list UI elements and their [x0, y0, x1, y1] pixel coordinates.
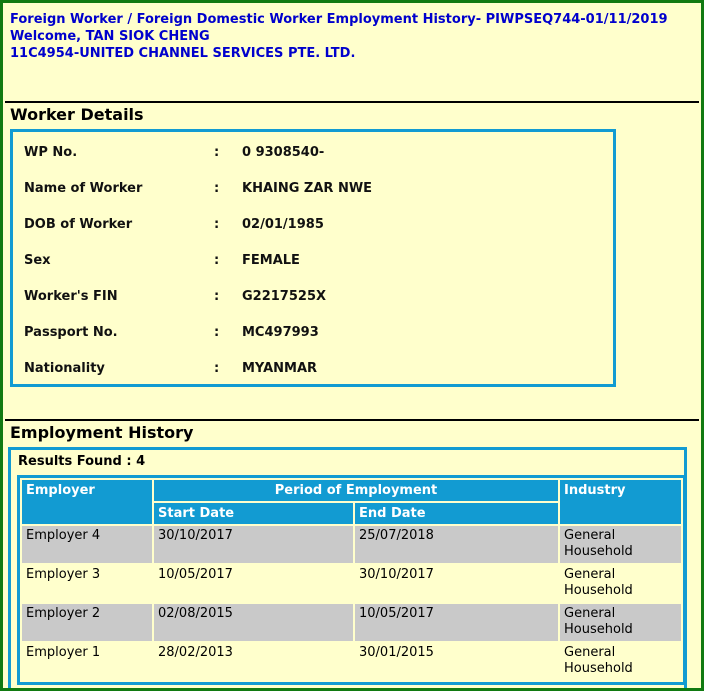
field-value: 0 9308540- [242, 145, 325, 160]
field-separator: : [214, 253, 220, 268]
field-label: Worker's FIN [24, 289, 118, 304]
cell-end-date: 10/05/2017 [355, 604, 559, 641]
field-value: FEMALE [242, 253, 300, 268]
cell-start-date: 30/10/2017 [154, 526, 353, 563]
table-row: Employer 1 28/02/2013 30/01/2015 General… [22, 643, 682, 680]
cell-employer: Employer 3 [22, 565, 152, 602]
cell-end-date: 30/01/2015 [355, 643, 559, 680]
welcome-header: Foreign Worker / Foreign Domestic Worker… [3, 3, 701, 62]
field-value: G2217525X [242, 289, 327, 304]
cell-end-date: 25/07/2018 [355, 526, 559, 563]
cell-industry: General Household [560, 604, 682, 641]
field-separator: : [214, 181, 220, 196]
section-divider [5, 419, 699, 421]
field-fin: Worker's FIN : G2217525X [24, 289, 613, 305]
section-divider [5, 101, 699, 103]
field-label: Name of Worker [24, 181, 143, 196]
field-label: DOB of Worker [24, 217, 133, 232]
welcome-text: Welcome, TAN SIOK CHENG [10, 29, 210, 44]
company-text: 11C4954-UNITED CHANNEL SERVICES PTE. LTD… [10, 46, 356, 61]
cell-employer: Employer 2 [22, 604, 152, 641]
worker-details-panel: WP No. : 0 9308540- Name of Worker : KHA… [10, 129, 616, 387]
field-value: MYANMAR [242, 361, 318, 376]
column-header-period: Period of Employment [154, 480, 559, 501]
field-label: WP No. [24, 145, 78, 160]
employment-history-table: Employer Period of Employment Industry S… [17, 475, 687, 685]
page-title: Foreign Worker / Foreign Domestic Worker… [10, 12, 668, 27]
column-header-end-date: End Date [355, 503, 559, 524]
field-value: KHAING ZAR NWE [242, 181, 373, 196]
field-separator: : [214, 145, 220, 160]
field-sex: Sex : FEMALE [24, 253, 613, 269]
table-subheader-row: Start Date End Date [22, 503, 681, 524]
field-separator: : [214, 289, 220, 304]
cell-employer: Employer 1 [22, 643, 152, 680]
field-label: Sex [24, 253, 51, 268]
worker-details-heading: Worker Details [10, 105, 144, 124]
field-separator: : [214, 361, 220, 376]
field-passport: Passport No. : MC497993 [24, 325, 613, 341]
field-dob: DOB of Worker : 02/01/1985 [24, 217, 613, 233]
cell-start-date: 28/02/2013 [154, 643, 353, 680]
table-row: Employer 2 02/08/2015 10/05/2017 General… [22, 604, 682, 641]
cell-end-date: 30/10/2017 [355, 565, 559, 602]
table-row: Employer 4 30/10/2017 25/07/2018 General… [22, 526, 682, 563]
employment-history-heading: Employment History [10, 423, 194, 442]
column-header-employer: Employer [22, 480, 152, 524]
table-header-row: Employer Period of Employment Industry [22, 480, 682, 524]
field-label: Passport No. [24, 325, 118, 340]
field-value: 02/01/1985 [242, 217, 324, 232]
results-found-text: Results Found : 4 [18, 454, 146, 469]
field-nationality: Nationality : MYANMAR [24, 361, 613, 377]
column-header-start-date: Start Date [154, 503, 353, 524]
field-value: MC497993 [242, 325, 319, 340]
table-row: Employer 3 10/05/2017 30/10/2017 General… [22, 565, 682, 602]
cell-employer: Employer 4 [22, 526, 152, 563]
cell-start-date: 10/05/2017 [154, 565, 353, 602]
field-label: Nationality [24, 361, 105, 376]
field-wp-no: WP No. : 0 9308540- [24, 145, 613, 161]
field-name-of-worker: Name of Worker : KHAING ZAR NWE [24, 181, 613, 197]
cell-industry: General Household [560, 643, 682, 680]
column-header-industry: Industry [560, 480, 682, 524]
employment-history-panel: Results Found : 4 Employer Period of Emp… [8, 447, 687, 688]
cell-industry: General Household [560, 526, 682, 563]
field-separator: : [214, 325, 220, 340]
field-separator: : [214, 217, 220, 232]
cell-start-date: 02/08/2015 [154, 604, 353, 641]
cell-industry: General Household [560, 565, 682, 602]
